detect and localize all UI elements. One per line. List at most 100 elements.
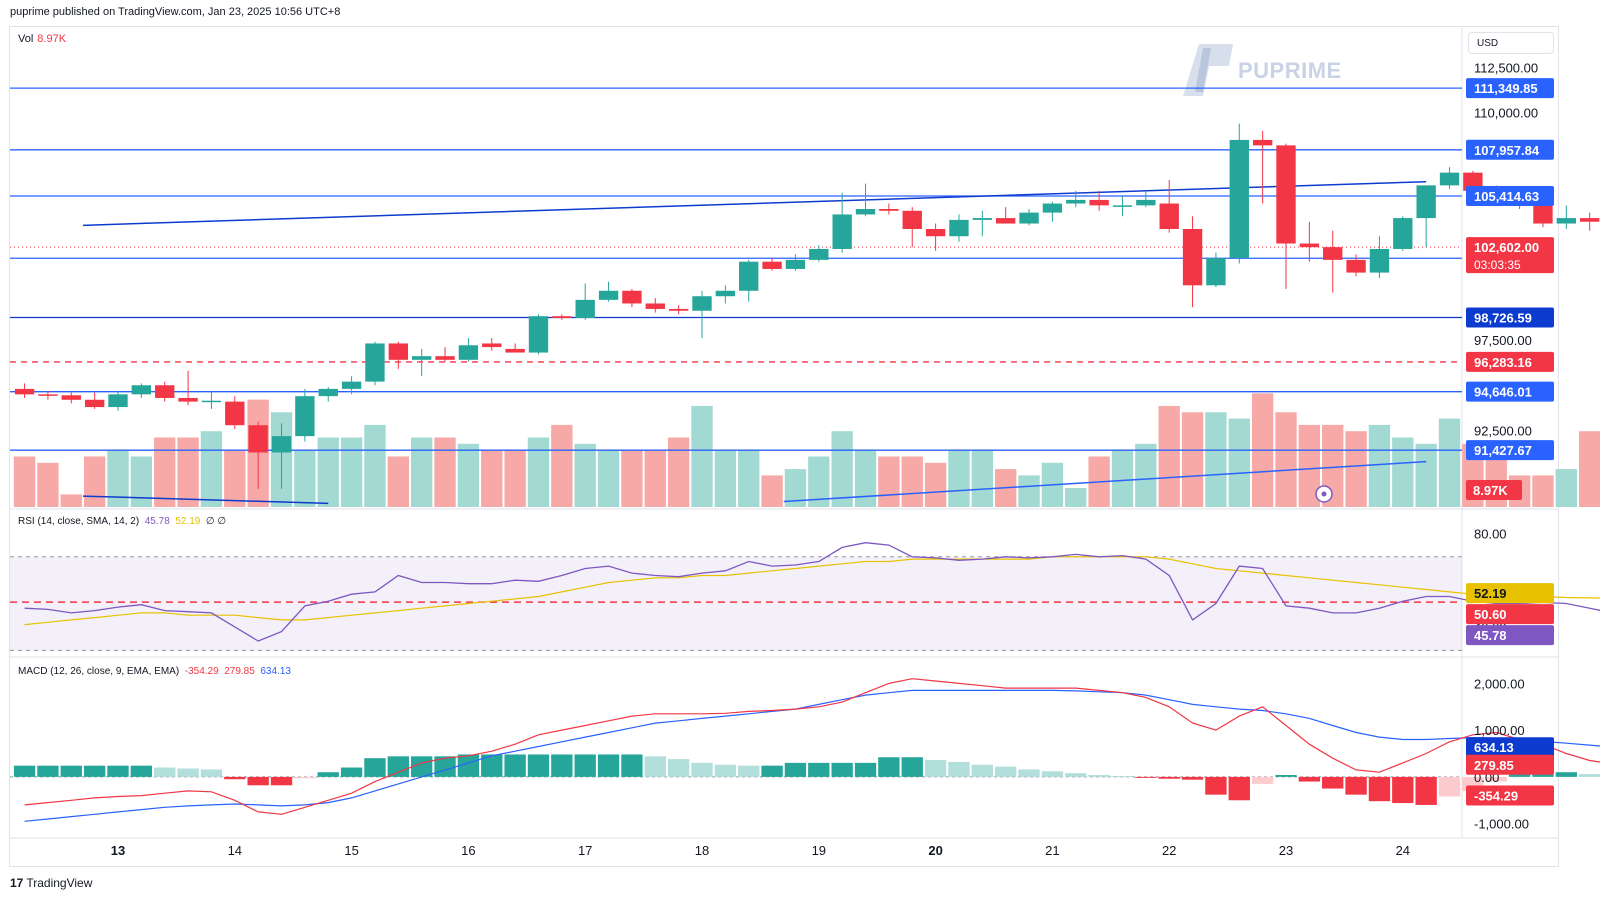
candle-body xyxy=(1416,185,1436,219)
candle-body xyxy=(902,210,922,229)
rsi-level-badge-bg xyxy=(1466,604,1554,625)
volume-badge: 8.97K xyxy=(1473,483,1508,498)
volume-bar xyxy=(340,437,363,507)
macd-histogram-bar xyxy=(644,756,666,777)
candle-body xyxy=(1323,247,1343,260)
candle-body xyxy=(108,394,128,408)
macd-histogram-bar xyxy=(1275,775,1297,777)
last-price-countdown: 03:03:35 xyxy=(1474,258,1521,272)
x-tick-label: 19 xyxy=(812,843,826,858)
x-tick-label: 15 xyxy=(344,843,358,858)
macd-histogram-bar xyxy=(1368,776,1391,802)
macd-hist-badge: -354.29 xyxy=(1474,788,1518,803)
volume-bar xyxy=(761,475,783,507)
macd-histogram-bar xyxy=(924,760,947,777)
macd-histogram-bar xyxy=(1555,772,1577,777)
macd-histogram-bar xyxy=(808,762,830,777)
macd-histogram-bar xyxy=(364,758,386,777)
candle-body xyxy=(1533,205,1553,224)
tradingview-footer[interactable]: 17 TradingView xyxy=(10,876,92,890)
candle-body xyxy=(365,343,385,382)
macd-histogram-bar xyxy=(527,754,550,777)
volume-bar xyxy=(644,450,666,507)
volume-bar xyxy=(1135,443,1157,507)
volume-bar xyxy=(1298,424,1321,507)
macd-histogram-bar xyxy=(60,765,82,777)
candle-body xyxy=(552,316,572,319)
macd-histogram-bar xyxy=(317,772,339,777)
macd-tick-label: -1,000.00 xyxy=(1474,817,1529,832)
candle-body xyxy=(271,436,292,453)
rsi-sma-badge: 52.19 xyxy=(1474,586,1507,601)
candle-body xyxy=(178,397,198,402)
candle-body xyxy=(645,303,665,309)
volume-bar xyxy=(1228,418,1250,507)
macd-histogram-bar xyxy=(621,754,643,777)
macd-histogram-bar xyxy=(948,761,970,777)
candle-body xyxy=(84,399,105,408)
publisher-header: puprime published on TradingView.com, Ja… xyxy=(10,6,341,18)
volume-bar xyxy=(1205,412,1227,507)
macd-histogram-bar xyxy=(504,754,526,777)
volume-bar xyxy=(177,437,199,507)
rsi-legend-extra: ∅ ∅ xyxy=(205,516,227,527)
candle-body xyxy=(832,214,852,249)
candle-body xyxy=(1346,259,1366,273)
x-tick-label: 20 xyxy=(928,843,942,858)
volume-bar xyxy=(504,450,526,507)
macd-histogram-bar xyxy=(1579,774,1600,777)
macd-histogram-bar xyxy=(1111,775,1134,777)
level-price-badge-bg xyxy=(1466,78,1554,99)
alert-target-icon-dot xyxy=(1321,491,1327,497)
volume-bar xyxy=(1065,488,1087,507)
puprime-logo-icon xyxy=(1183,44,1233,96)
volume-legend: Vol 8.97K xyxy=(18,33,66,45)
brand-watermark: PUPRIME xyxy=(1238,58,1342,83)
candle-body xyxy=(1369,248,1390,273)
macd-legend-name: MACD (12, 26, close, 9, EMA, EMA) xyxy=(18,666,180,677)
volume-bar xyxy=(387,456,409,507)
x-tick-label: 18 xyxy=(695,843,709,858)
macd-histogram-bar xyxy=(107,765,129,777)
volume-bar xyxy=(434,437,456,507)
candle-body xyxy=(131,385,152,395)
macd-histogram-bar xyxy=(481,754,503,777)
volume-bar xyxy=(154,437,176,507)
currency-button[interactable]: USD xyxy=(1468,32,1554,54)
volume-bar xyxy=(924,462,947,507)
candle-body xyxy=(762,261,782,269)
macd-histogram-bar xyxy=(387,756,409,777)
macd-histogram-bar xyxy=(1485,776,1507,782)
volume-bar xyxy=(738,450,760,507)
level-price-badge: 91,427.67 xyxy=(1474,443,1532,458)
candle-body xyxy=(809,248,829,260)
candle-body xyxy=(855,208,876,215)
level-price-badge: 96,283.16 xyxy=(1474,355,1532,370)
macd-histogram-bar xyxy=(1251,776,1274,784)
macd-histogram-bar xyxy=(971,764,993,777)
candle-body xyxy=(1580,218,1600,222)
volume-bar xyxy=(1579,431,1600,507)
macd-histogram-bar xyxy=(1135,776,1157,778)
macd-histogram-bar xyxy=(1298,776,1321,782)
volume-bar xyxy=(691,405,713,507)
candle-body xyxy=(435,356,455,360)
candle-body xyxy=(1393,218,1413,249)
rsi-level-badge: 50.60 xyxy=(1474,607,1507,622)
volume-bar xyxy=(481,450,503,507)
candle-body xyxy=(879,208,899,211)
candle-body xyxy=(1042,203,1063,213)
macd-histogram-bar xyxy=(13,765,36,777)
volume-bar xyxy=(1532,475,1554,507)
macd-value-badge: 279.85 xyxy=(1474,758,1514,773)
candle-body xyxy=(1136,199,1156,206)
candle-body xyxy=(1159,203,1179,229)
volume-bar xyxy=(527,437,550,507)
candle-body xyxy=(38,394,58,396)
macd-histogram-bar xyxy=(1181,776,1204,780)
macd-hist-badge-bg xyxy=(1466,785,1554,806)
candle-body xyxy=(622,290,642,304)
volume-bar xyxy=(457,443,480,507)
macd-histogram-bar xyxy=(1508,774,1531,777)
